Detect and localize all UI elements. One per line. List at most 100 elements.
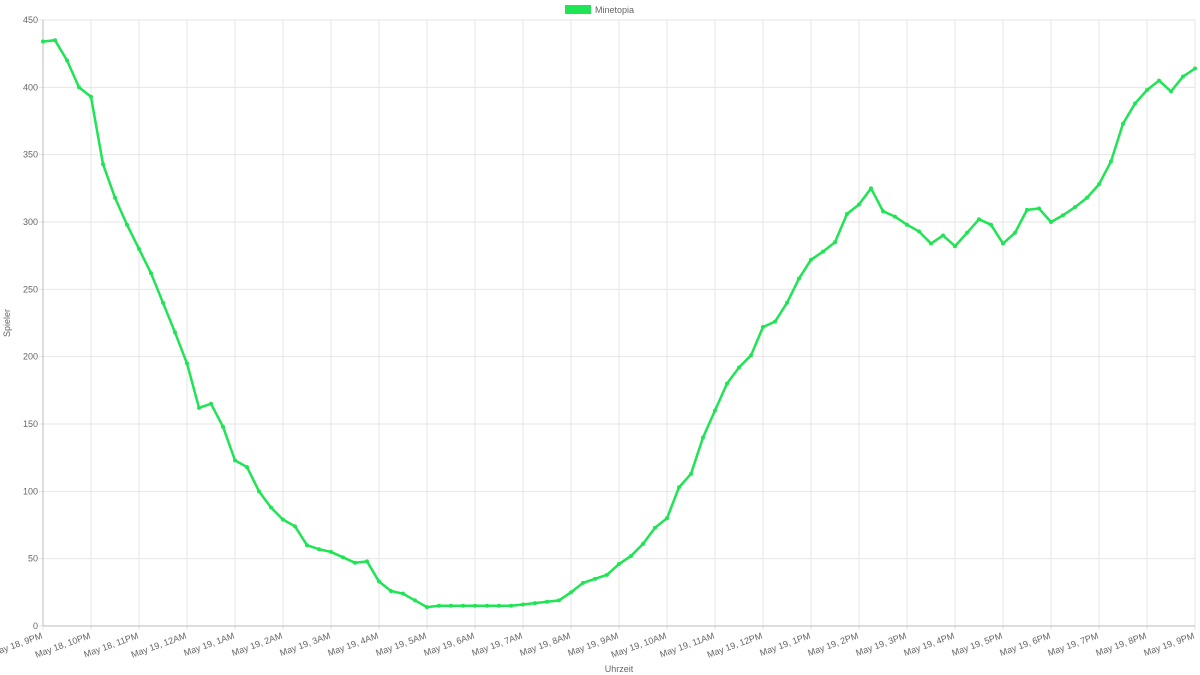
y-tick-label: 300 bbox=[23, 217, 38, 227]
data-point bbox=[1037, 206, 1041, 211]
data-point bbox=[245, 465, 249, 470]
x-tick-label: May 19, 3PM bbox=[854, 630, 907, 658]
data-point bbox=[221, 424, 225, 429]
data-point bbox=[737, 365, 741, 370]
data-point bbox=[869, 186, 873, 191]
data-point bbox=[749, 353, 753, 358]
data-point bbox=[257, 489, 261, 494]
x-tick-label: May 19, 7PM bbox=[1046, 630, 1099, 658]
data-point bbox=[449, 603, 453, 608]
data-point bbox=[1013, 230, 1017, 235]
data-point bbox=[41, 39, 45, 44]
y-tick-label: 350 bbox=[23, 150, 38, 160]
data-point bbox=[977, 217, 981, 222]
data-point bbox=[629, 553, 633, 558]
y-tick-label: 200 bbox=[23, 352, 38, 362]
data-point bbox=[821, 249, 825, 254]
data-point bbox=[797, 276, 801, 281]
data-point bbox=[101, 162, 105, 167]
x-tick-label: May 19, 9PM bbox=[1142, 630, 1195, 658]
data-point bbox=[653, 525, 657, 530]
data-point bbox=[149, 271, 153, 276]
data-point bbox=[65, 58, 69, 63]
x-tick-label: May 19, 12AM bbox=[130, 630, 188, 659]
data-point bbox=[857, 202, 861, 207]
data-point bbox=[341, 555, 345, 560]
data-point bbox=[989, 222, 993, 227]
data-point bbox=[665, 516, 669, 521]
x-tick-label: May 19, 1AM bbox=[182, 630, 235, 658]
data-point bbox=[437, 603, 441, 608]
data-point bbox=[917, 229, 921, 234]
data-point bbox=[113, 195, 117, 200]
data-point bbox=[317, 547, 321, 552]
x-tick-label: May 19, 1PM bbox=[758, 630, 811, 658]
data-point bbox=[593, 576, 597, 581]
data-point bbox=[1109, 159, 1113, 164]
data-point bbox=[413, 598, 417, 603]
data-point bbox=[809, 257, 813, 262]
x-tick-label: May 19, 12PM bbox=[706, 630, 764, 659]
data-point bbox=[1097, 182, 1101, 187]
data-point bbox=[941, 233, 945, 238]
x-axis-label: Uhrzeit bbox=[605, 664, 634, 674]
data-point bbox=[353, 560, 357, 565]
legend-label: Minetopia bbox=[595, 5, 634, 15]
data-point bbox=[905, 222, 909, 227]
data-point bbox=[401, 591, 405, 596]
data-point bbox=[497, 603, 501, 608]
data-point bbox=[269, 505, 273, 510]
data-point bbox=[425, 605, 429, 610]
data-point bbox=[1073, 205, 1077, 210]
data-point bbox=[53, 38, 57, 43]
data-point bbox=[473, 603, 477, 608]
data-point bbox=[389, 588, 393, 593]
x-tick-label: May 19, 2PM bbox=[806, 630, 859, 658]
data-point bbox=[1025, 207, 1029, 212]
y-tick-label: 250 bbox=[23, 284, 38, 294]
x-tick-label: May 19, 8AM bbox=[518, 630, 571, 658]
legend-swatch bbox=[565, 5, 591, 14]
data-point bbox=[137, 246, 141, 251]
data-point bbox=[1049, 220, 1053, 224]
x-tick-label: May 19, 2AM bbox=[230, 630, 283, 658]
data-point bbox=[881, 209, 885, 214]
data-point bbox=[929, 241, 933, 246]
data-point bbox=[533, 601, 537, 606]
data-point bbox=[377, 579, 381, 584]
data-point bbox=[1121, 121, 1125, 126]
data-point bbox=[209, 401, 213, 406]
data-point bbox=[1085, 195, 1089, 200]
data-point bbox=[293, 524, 297, 529]
data-point bbox=[965, 230, 969, 235]
x-tick-label: May 19, 7AM bbox=[470, 630, 523, 658]
data-point bbox=[509, 603, 513, 608]
data-point bbox=[545, 599, 549, 604]
x-tick-label: May 19, 10AM bbox=[610, 630, 668, 659]
data-point bbox=[1157, 78, 1161, 83]
x-tick-label: May 19, 6AM bbox=[422, 630, 475, 658]
data-point bbox=[785, 300, 789, 305]
data-point bbox=[329, 549, 333, 554]
data-point bbox=[173, 330, 177, 335]
data-point bbox=[677, 485, 681, 490]
y-tick-label: 150 bbox=[23, 419, 38, 429]
data-point bbox=[713, 408, 717, 413]
data-point bbox=[1193, 66, 1197, 71]
data-point bbox=[77, 85, 81, 90]
data-point bbox=[557, 598, 561, 603]
data-point bbox=[761, 325, 765, 330]
data-point bbox=[1133, 101, 1137, 106]
y-tick-label: 0 bbox=[33, 621, 38, 631]
y-tick-label: 100 bbox=[23, 486, 38, 496]
x-tick-label: May 19, 4PM bbox=[902, 630, 955, 658]
data-point bbox=[1169, 89, 1173, 94]
x-tick-label: May 19, 3AM bbox=[278, 630, 331, 658]
data-point bbox=[641, 541, 645, 546]
data-point bbox=[233, 458, 237, 463]
data-point bbox=[701, 435, 705, 440]
data-point bbox=[845, 211, 849, 216]
data-point bbox=[725, 381, 729, 386]
data-point bbox=[569, 590, 573, 595]
